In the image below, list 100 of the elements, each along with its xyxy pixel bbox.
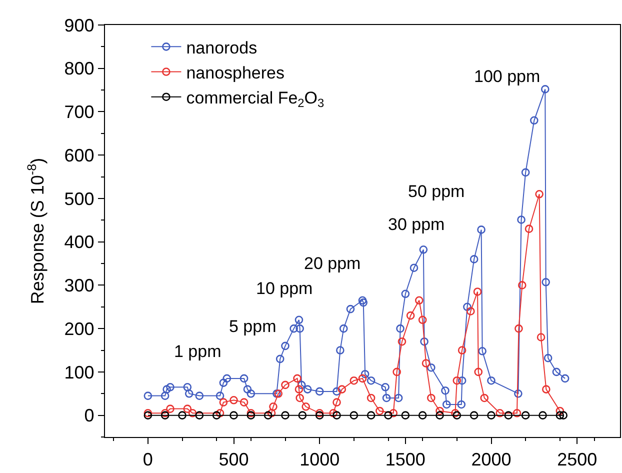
point <box>556 406 564 416</box>
point <box>458 346 466 354</box>
point <box>410 264 418 272</box>
point <box>269 402 278 411</box>
point <box>487 411 496 420</box>
point <box>315 387 324 396</box>
point <box>195 411 204 420</box>
point <box>406 311 415 320</box>
point <box>415 296 424 305</box>
point <box>178 411 186 420</box>
point <box>394 394 403 402</box>
x-tick-label: 2500 <box>557 450 598 470</box>
point <box>420 337 428 346</box>
point <box>436 411 444 420</box>
point <box>166 404 174 413</box>
point <box>346 304 355 314</box>
point <box>514 324 523 333</box>
y-tick-label: 800 <box>64 58 94 79</box>
x-tick-label: 2000 <box>471 450 512 470</box>
point <box>441 386 450 395</box>
x-tick-label: 500 <box>218 450 249 470</box>
annotation: 5 ppm <box>229 317 276 336</box>
point <box>360 370 370 378</box>
point <box>184 389 194 398</box>
point <box>350 411 358 420</box>
point <box>382 394 391 402</box>
point <box>183 382 192 392</box>
point <box>552 368 561 376</box>
point <box>294 316 304 324</box>
point <box>436 406 444 416</box>
y-tick-label: 200 <box>64 318 94 339</box>
annotation: 1 ppm <box>174 342 222 361</box>
point <box>463 302 472 312</box>
point <box>457 400 466 409</box>
point <box>332 411 341 420</box>
y-tick-label: 400 <box>64 232 94 252</box>
point <box>160 392 170 400</box>
point <box>392 368 401 376</box>
point <box>514 389 522 398</box>
point <box>216 392 224 400</box>
point <box>524 224 534 233</box>
point <box>541 85 550 94</box>
point <box>452 376 462 385</box>
point <box>560 374 570 383</box>
point <box>230 411 238 420</box>
y-tick-label: 0 <box>84 406 94 426</box>
point <box>466 307 475 316</box>
point <box>419 246 428 254</box>
point <box>538 411 547 420</box>
point <box>297 380 306 390</box>
point <box>470 411 478 420</box>
point <box>329 409 338 418</box>
point <box>556 411 564 420</box>
point <box>366 411 376 420</box>
point <box>359 298 368 307</box>
point <box>559 411 568 420</box>
annotation: 10 ppm <box>256 279 313 298</box>
point <box>264 411 272 420</box>
point <box>293 374 302 383</box>
point <box>458 376 466 385</box>
point <box>281 380 290 390</box>
point <box>281 411 290 420</box>
point <box>267 409 276 418</box>
point <box>376 406 384 416</box>
point <box>477 226 486 234</box>
point <box>389 409 398 418</box>
point <box>332 387 341 396</box>
point <box>542 385 550 394</box>
point <box>366 394 376 402</box>
point <box>144 392 152 400</box>
point <box>504 411 513 420</box>
point <box>518 281 526 290</box>
x-tick-label: 1000 <box>300 450 340 470</box>
point <box>281 342 290 350</box>
point <box>332 398 341 406</box>
point <box>544 354 552 362</box>
y-tick-label: 100 <box>64 362 94 382</box>
point <box>303 385 312 394</box>
point <box>219 398 228 406</box>
annotation: 50 ppm <box>408 182 465 201</box>
point <box>183 404 192 413</box>
point <box>358 296 367 305</box>
point <box>195 392 204 400</box>
point <box>496 409 504 418</box>
point <box>427 394 436 402</box>
point <box>212 411 221 420</box>
point <box>473 288 482 296</box>
point <box>401 411 410 420</box>
point <box>517 216 526 224</box>
point <box>296 324 304 333</box>
point <box>418 316 427 324</box>
point <box>230 396 238 404</box>
legend-label: commercial Fe$_{2}$O$_{3}$ <box>186 88 325 110</box>
point <box>480 394 489 402</box>
point <box>240 374 248 383</box>
point <box>222 374 232 383</box>
point <box>339 324 348 333</box>
x-tick-label: 0 <box>142 450 153 470</box>
annotation: 20 ppm <box>304 254 361 273</box>
point <box>381 382 390 392</box>
